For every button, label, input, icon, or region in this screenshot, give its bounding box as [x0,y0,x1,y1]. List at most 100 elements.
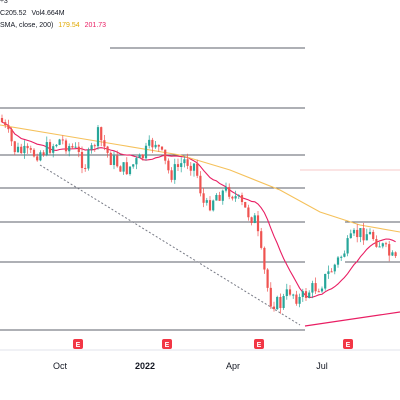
earnings-marker-bg [162,339,172,349]
candle-body [10,129,13,142]
candle-body [304,291,308,298]
candle-body [29,148,32,150]
candle-body [215,194,218,201]
sma-long-line [0,124,400,233]
candle-body [359,228,362,238]
candle-body [368,231,372,235]
candle-body [260,231,263,248]
candle-body [106,146,109,153]
candle-body [32,149,36,157]
candle-body [330,271,333,273]
candle-body [324,273,327,289]
x-tick-label: Oct [53,361,68,371]
candle-body [68,146,71,152]
candles [0,114,397,314]
candle-body [58,139,61,145]
trend-lines [39,164,400,327]
candle-body [128,166,132,175]
candle-body [196,163,199,176]
candle-body [100,127,103,141]
candle-body [180,163,183,167]
legend-sma-label: SMA, close, 200) [0,22,54,29]
candle-body [224,187,228,191]
candle-body [253,215,256,224]
candle-body [103,140,106,147]
candle-body [189,165,192,171]
candle-body [71,146,74,148]
legend-sma-value-1: 179.54 [58,22,80,29]
candle-body [96,127,100,147]
legend-line-0: ÷3 [0,0,8,5]
candle-body [122,162,125,172]
candle-body [234,196,237,199]
candle-body [250,217,253,224]
candle-body [61,139,64,141]
candle-body [247,207,250,218]
x-tick-label: Jul [316,361,328,371]
candle-body [4,122,7,125]
candle-body [269,287,272,307]
candle-body [362,228,365,241]
candle-body [64,140,68,152]
candle-body [183,159,186,164]
candle-body [157,144,160,147]
candle-body [80,152,84,168]
legend-collapse[interactable]: ÷3 [0,0,8,5]
candle-body [42,152,45,155]
candle-body [365,234,368,241]
candle-body [381,243,384,247]
candle-body [340,256,343,258]
candle-body [160,146,164,150]
candle-body [266,269,269,288]
candle-body [192,163,196,171]
candle-body [298,296,301,304]
candle-body [45,142,48,155]
candle-body [48,142,52,153]
candle-body [148,139,151,146]
candle-body [240,195,244,203]
candle-body [167,160,170,171]
candle-body [375,239,378,247]
candle-body [301,291,304,297]
candle-body [231,196,234,199]
candle-body [20,146,23,154]
time-axis: Oct 2022 Apr Jul E E E E [0,339,400,371]
candle-body [144,145,148,159]
candle-body [391,252,394,256]
legend-line-1: C205.52 Vol4.664M [0,10,65,17]
sma-lines [0,121,400,299]
candle-body [314,283,317,292]
candle-body [378,246,381,248]
candle-body [151,139,154,148]
candle-body [336,257,340,265]
candle-body [272,306,276,310]
candle-body [116,155,119,167]
candle-body [132,164,135,167]
candle-body [205,200,208,203]
candle-body [308,292,311,298]
candle-body [285,289,288,297]
candle-body [333,264,336,272]
legend-vol-label: Vol [31,10,42,17]
candle-body [154,144,157,148]
candle-body [349,233,352,239]
candle-body [26,145,29,149]
candle-body [13,141,16,153]
candle-body [87,149,90,169]
trend-line-up [304,311,400,327]
candle-body [208,200,212,211]
candle-body [39,152,42,161]
earnings-marker: E [343,339,353,349]
candle-body [7,124,10,130]
candle-body [135,158,138,165]
candle-body [36,156,39,161]
candle-body [77,146,80,153]
candle-body [276,296,279,310]
candle-body [170,170,173,180]
earnings-marker-bg [254,339,264,349]
candle-body [74,146,77,148]
candle-body [221,190,224,201]
candle-body [138,154,141,159]
earnings-marker-label: E [346,342,351,349]
